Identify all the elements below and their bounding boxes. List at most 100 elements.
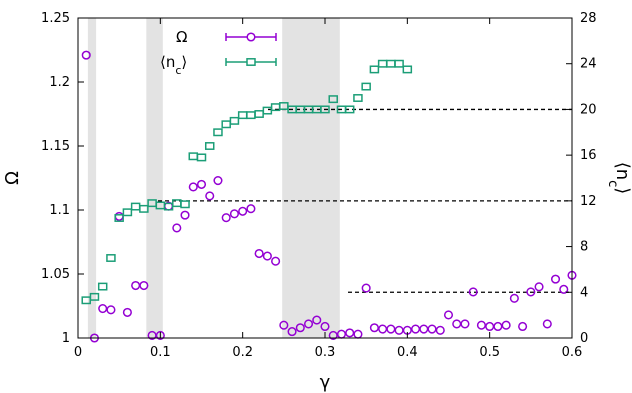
y-axis-right-title: ⟨nc⟩ [606,162,632,195]
omega-point [518,321,528,332]
omega-point [559,284,569,294]
x-tick-label: 0.2 [232,345,253,360]
shaded-band [146,18,163,338]
omega-point [287,327,297,337]
omega-point [139,280,149,291]
omega-point [106,305,116,315]
y-left-tick-label: 1.25 [41,11,70,26]
nc-point [188,152,199,161]
nc-point [106,254,116,262]
omega-point [122,307,132,317]
omega-point [476,320,486,330]
omega-point [468,287,478,297]
omega-point [188,182,198,192]
legend: Ω ⟨nc⟩ [160,28,277,77]
omega-point [411,324,421,334]
nc-point [254,110,264,118]
nc-point [204,142,215,150]
y-right-tick-label: 4 [580,285,588,300]
omega-point [320,321,330,332]
omega-point [369,323,379,333]
nc-point [237,111,248,120]
omega-point [550,274,561,284]
nc-point [246,111,256,120]
nc-point [221,120,231,129]
omega-point [238,206,248,216]
shaded-band [87,18,97,338]
omega-point [213,176,223,186]
omega-point [155,330,165,340]
nc-point [353,94,363,102]
legend-marker-square [246,58,256,66]
x-tick-label: 0.5 [479,345,500,360]
nc-point [180,200,190,209]
omega-point [271,256,281,266]
x-tick-label: 0.6 [562,345,583,360]
marks [81,50,577,343]
nc-point [402,65,413,74]
omega-point [254,248,264,259]
x-axis-title: γ [320,372,331,393]
omega-point [312,315,322,325]
nc-point [369,65,380,74]
shaded-band [282,18,340,338]
nc-point [320,105,330,114]
omega-point [427,324,437,334]
omega-point [419,324,429,334]
nc-point [262,106,273,115]
legend-label-omega: Ω [176,28,187,46]
nc-point [139,204,149,213]
omega-point [246,204,256,214]
y-left-tick-label: 1.1 [49,203,70,218]
x-tick-label: 0.1 [150,345,171,360]
omega-point [229,209,239,219]
nc-point [328,95,338,104]
x-tick-label: 0.4 [397,345,418,360]
omega-point [131,280,141,291]
nc-point [196,153,207,162]
omega-point [534,282,544,292]
omega-point [386,324,396,334]
nc-point [344,105,355,114]
omega-point [526,287,536,297]
nc-point [361,82,371,91]
y-left-tick-label: 1.15 [41,139,70,154]
y-right-tick-label: 20 [580,102,597,117]
y-right-tick-label: 16 [580,148,597,163]
nc-point [377,59,388,68]
y-right-tick-label: 0 [580,331,588,346]
y-right-tick-label: 8 [580,240,588,255]
nc-point [89,292,100,301]
y-right-tick-label: 28 [580,11,597,26]
omega-point [328,330,338,340]
ticks: 0 0.1 0.2 0.3 0.4 0.5 0.6 1 1.05 1.1 1.15 1.2 1.25 0 4… [41,11,597,360]
y-right-tick-label: 24 [580,57,597,72]
y-right-tick-label: 12 [580,194,597,209]
omega-point [443,310,454,320]
omega-point [172,223,182,233]
omega-point [353,329,363,339]
nc-point [97,282,108,291]
omega-point [493,321,503,332]
omega-point [460,319,470,329]
omega-point [501,320,511,330]
omega-point [262,251,272,261]
y-left-tick-label: 1 [62,331,70,346]
reference-lines [158,108,572,293]
omega-point [345,328,355,338]
nc-point [394,59,404,68]
omega-point [394,325,404,335]
omega-point [452,319,462,329]
omega-point [295,323,305,333]
omega-point [509,293,519,303]
omega-point [81,50,91,60]
legend-label-nc: ⟨nc⟩ [160,53,187,77]
omega-point [485,321,495,332]
omega-point [303,319,314,329]
omega-point [542,319,552,329]
omega-point [114,211,124,221]
omega-point [279,320,289,330]
nc-point [130,202,141,211]
y-axis-left-title: Ω [2,171,23,185]
